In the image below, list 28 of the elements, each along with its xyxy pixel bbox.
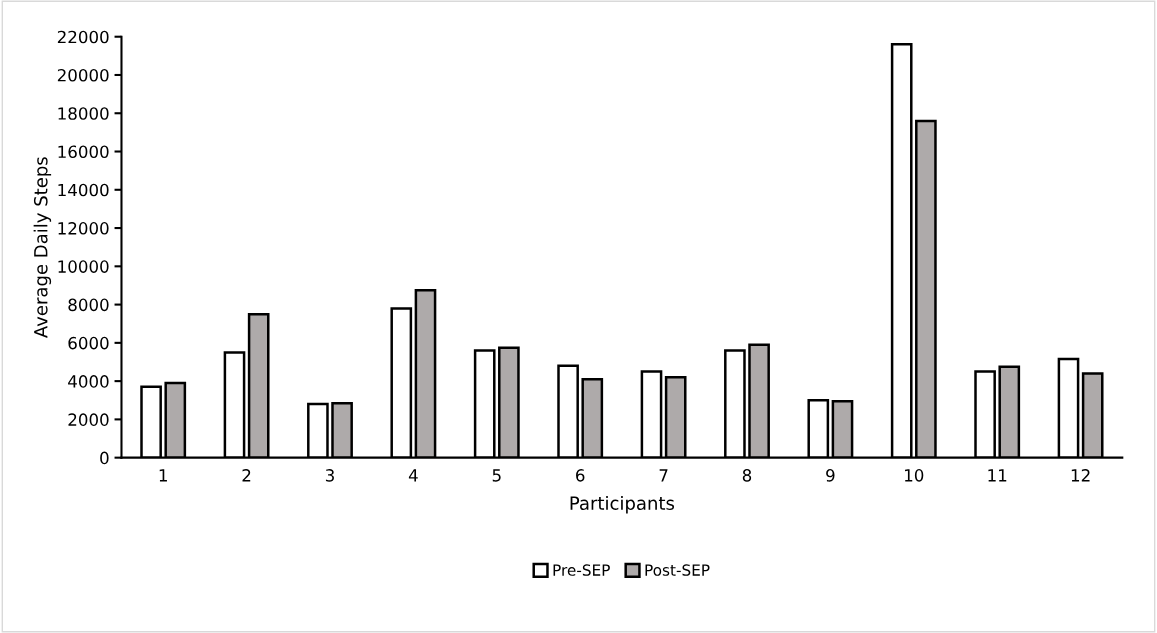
legend-label: Pre-SEP: [553, 564, 610, 576]
y-tick-label: 6000: [68, 336, 109, 350]
y-tick-label: 16000: [58, 145, 109, 159]
legend-label: Post-SEP: [645, 564, 710, 576]
x-tick-label: 4: [408, 469, 418, 482]
x-tick-label: 2: [242, 469, 251, 482]
x-tick-label: 12: [1071, 469, 1090, 482]
x-tick-label: 5: [492, 469, 501, 482]
y-tick-label: 8000: [68, 298, 109, 312]
y-tick-label: 20000: [57, 68, 109, 82]
y-tick-label: 18000: [58, 107, 109, 120]
x-tick-label: 9: [826, 469, 835, 482]
y-tick-label: 22000: [57, 30, 109, 44]
x-axis-title: Participants: [570, 496, 675, 514]
x-tick-label: 6: [576, 469, 585, 482]
x-tick-label: 3: [325, 469, 334, 482]
x-tick-label: 11: [988, 469, 1007, 482]
y-tick-label: 2000: [68, 413, 109, 426]
y-tick-label: 10000: [58, 260, 109, 273]
x-tick-label: 1: [159, 469, 167, 482]
y-tick-label: 14000: [58, 183, 109, 197]
x-tick-label: 10: [905, 469, 924, 482]
y-axis-title: Average Daily Steps: [33, 157, 52, 338]
y-tick-label: 0: [100, 451, 109, 465]
x-tick-label: 8: [742, 469, 752, 482]
y-tick-label: 4000: [68, 375, 109, 388]
y-tick-label: 12000: [58, 222, 109, 235]
x-tick-label: 7: [659, 469, 668, 482]
